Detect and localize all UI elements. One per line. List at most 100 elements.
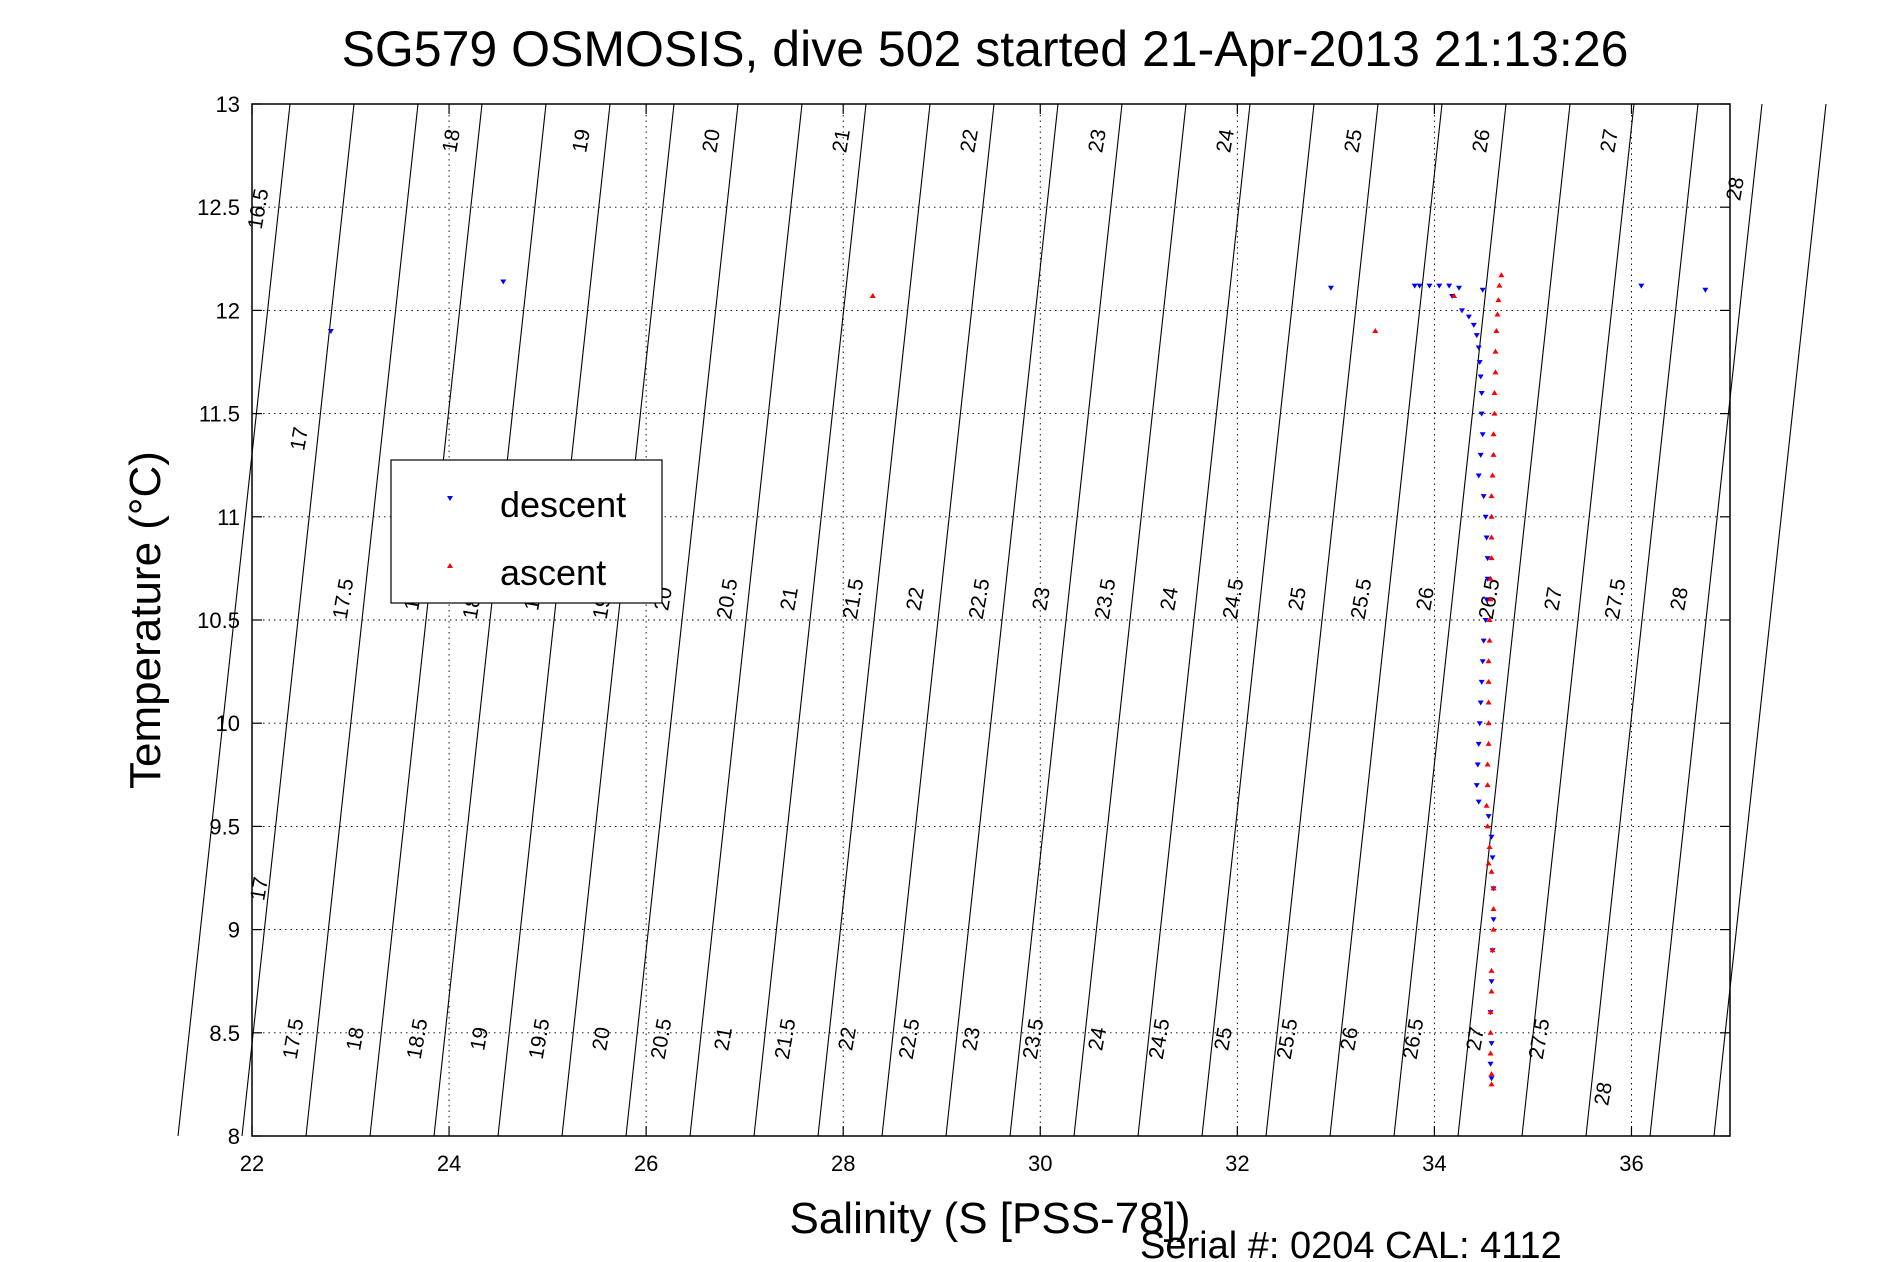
density-contour-label: 19 bbox=[466, 1025, 493, 1052]
density-contour-line bbox=[241, 103, 355, 1137]
descent-point bbox=[1702, 287, 1709, 293]
ascent-point bbox=[1488, 1081, 1495, 1087]
descent-point bbox=[1483, 597, 1490, 603]
density-contour-label: 25 bbox=[1284, 585, 1311, 612]
density-contour-label: 25 bbox=[1340, 127, 1367, 154]
density-contour-label: 18.5 bbox=[403, 1017, 433, 1061]
density-contour-label: 17 bbox=[286, 425, 313, 452]
ascent-point bbox=[1495, 297, 1502, 303]
density-contour-line bbox=[945, 103, 1059, 1137]
descent-point bbox=[1478, 390, 1485, 396]
ascent-point bbox=[1485, 699, 1492, 705]
ascent-point bbox=[1484, 823, 1491, 829]
density-contour-label: 26 bbox=[1336, 1025, 1363, 1052]
descent-point bbox=[1475, 741, 1482, 747]
density-contour-label: 23.5 bbox=[1019, 1017, 1049, 1061]
density-contour-label: 22 bbox=[834, 1025, 861, 1052]
y-tick-label: 8.5 bbox=[209, 1021, 240, 1046]
chart-title: SG579 OSMOSIS, dive 502 started 21-Apr-2… bbox=[342, 21, 1629, 77]
density-contour-label: 18 bbox=[438, 127, 465, 154]
ascent-point bbox=[1490, 451, 1497, 457]
ascent-point bbox=[1486, 637, 1493, 643]
density-contours bbox=[177, 103, 1827, 1137]
density-contour-line bbox=[1649, 103, 1763, 1137]
descent-point bbox=[1446, 283, 1453, 289]
x-tick-label: 24 bbox=[437, 1151, 461, 1176]
density-contour-line bbox=[1329, 103, 1443, 1137]
y-tick-label: 11 bbox=[217, 505, 240, 530]
density-contour-label: 18 bbox=[342, 1025, 369, 1052]
ascent-point bbox=[1485, 740, 1492, 746]
y-tick-label: 8 bbox=[228, 1124, 240, 1149]
descent-point bbox=[1480, 638, 1487, 644]
ascent-point bbox=[1372, 328, 1379, 334]
density-contour-line bbox=[561, 103, 675, 1137]
ascent-point bbox=[1498, 272, 1505, 278]
ascent-point bbox=[1488, 534, 1495, 540]
ascent-point bbox=[1485, 678, 1492, 684]
y-axis-ticks: 8 8.5 9 9.5 10 10.5 11 11.5 12 12.5 13 bbox=[197, 92, 1730, 1149]
density-contour-line bbox=[753, 103, 867, 1137]
density-contour-line bbox=[1137, 103, 1251, 1137]
descent-point bbox=[1484, 556, 1491, 562]
density-contour-label: 22 bbox=[956, 127, 983, 154]
y-axis-label: Temperature (°C) bbox=[121, 451, 170, 789]
density-contour-label: 23 bbox=[1028, 585, 1055, 612]
density-contour-line bbox=[1521, 103, 1635, 1137]
ascent-point bbox=[1485, 860, 1492, 866]
density-contour-label: 28 bbox=[1722, 175, 1749, 202]
descent-point bbox=[1479, 432, 1486, 438]
ascent-point bbox=[1492, 348, 1499, 354]
density-contour-label: 26.5 bbox=[1399, 1017, 1429, 1061]
density-contour-label: 21 bbox=[828, 127, 855, 154]
ascent-point bbox=[1493, 328, 1500, 334]
density-contour-label: 27.5 bbox=[1601, 577, 1631, 621]
density-contour-label: 28 bbox=[1666, 585, 1693, 612]
density-contour-label: 21 bbox=[710, 1025, 737, 1052]
legend-ascent-marker bbox=[447, 563, 453, 568]
density-contour-label: 19.5 bbox=[525, 1017, 555, 1061]
ascent-point bbox=[1490, 431, 1497, 437]
x-axis-label: Salinity (S [PSS-78]) bbox=[789, 1194, 1190, 1243]
ascent-point bbox=[1486, 844, 1493, 850]
x-tick-label: 36 bbox=[1619, 1151, 1643, 1176]
density-contour-line bbox=[369, 103, 483, 1137]
descent-point bbox=[1482, 618, 1489, 623]
density-contour-line bbox=[1713, 103, 1827, 1137]
density-contour-line bbox=[1393, 103, 1507, 1137]
descent-point bbox=[1477, 700, 1484, 706]
descent-point bbox=[1483, 535, 1490, 541]
density-contour-label: 24 bbox=[1084, 1025, 1111, 1052]
ascent-point bbox=[1488, 555, 1495, 561]
descent-point bbox=[1476, 721, 1483, 727]
x-tick-label: 28 bbox=[831, 1151, 855, 1176]
descent-point bbox=[1482, 514, 1489, 520]
descent-point bbox=[1470, 322, 1477, 328]
ascent-point bbox=[1485, 658, 1492, 664]
ascent-point bbox=[1490, 905, 1497, 911]
ascent-point bbox=[1483, 802, 1490, 808]
density-contour-label: 23 bbox=[958, 1025, 985, 1052]
y-tick-label: 10 bbox=[216, 711, 240, 736]
density-contour-line bbox=[1265, 103, 1379, 1137]
ascent-point bbox=[1487, 1029, 1494, 1035]
density-contour-line bbox=[1073, 103, 1187, 1137]
density-contour-line bbox=[177, 103, 291, 1137]
ascent-point bbox=[1489, 947, 1496, 953]
density-contour-label: 23.5 bbox=[1091, 577, 1121, 621]
descent-point bbox=[1488, 1076, 1495, 1082]
ascent-point bbox=[1489, 472, 1496, 478]
density-contour-line bbox=[1201, 103, 1315, 1137]
density-contour-label: 20.5 bbox=[713, 577, 743, 621]
density-contour-line bbox=[1457, 103, 1571, 1137]
descent-point bbox=[1458, 308, 1465, 314]
descent-point bbox=[1477, 374, 1484, 380]
descent-point bbox=[1473, 333, 1480, 339]
ascent-point bbox=[1486, 617, 1493, 622]
serial-cal-footer: Serial #: 0204 CAL: 4112 bbox=[1140, 1225, 1562, 1262]
descent-point bbox=[1473, 783, 1480, 789]
density-contour-label: 26 bbox=[1412, 585, 1439, 612]
ascent-point bbox=[1487, 575, 1494, 581]
descent-point bbox=[1484, 576, 1491, 582]
